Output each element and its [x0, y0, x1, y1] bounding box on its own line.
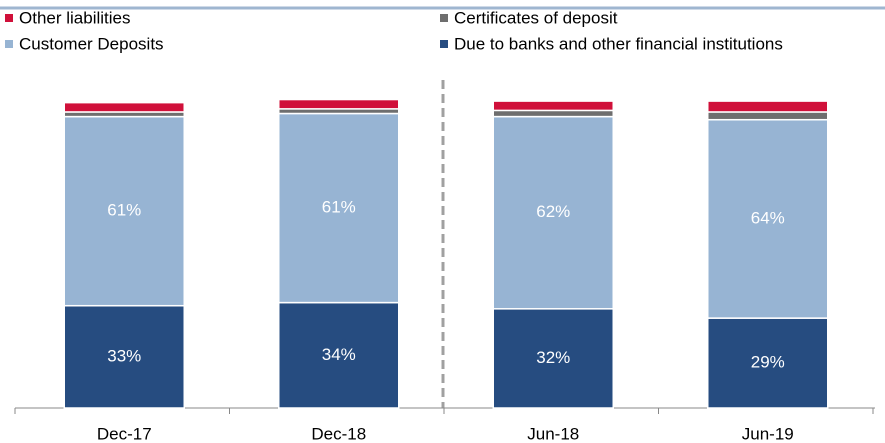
legend-label: Certificates of deposit [454, 8, 618, 27]
bar-segment [278, 301, 400, 409]
data-label: 64% [751, 208, 785, 227]
legend-label: Other liabilities [19, 8, 131, 27]
data-label: 34% [322, 345, 356, 364]
data-label: 61% [322, 198, 356, 217]
x-tick-label: Jun-19 [742, 424, 794, 443]
legend-label: Due to banks and other financial institu… [454, 34, 783, 53]
legend-swatch [440, 14, 448, 22]
x-tick-label: Dec-17 [97, 424, 152, 443]
bar-segment [492, 109, 614, 118]
bar-segment [707, 100, 829, 113]
x-tick-label: Dec-18 [311, 424, 366, 443]
data-label: 32% [536, 348, 570, 367]
bar-segment [278, 112, 400, 304]
bar-segment [707, 111, 829, 121]
bar-segment [492, 100, 614, 112]
bar-segment [492, 308, 614, 409]
bar-segment [492, 115, 614, 310]
legend-swatch [440, 40, 448, 48]
bar-segment [707, 317, 829, 409]
bar-segment [63, 115, 185, 307]
bar-segment [278, 98, 400, 110]
legend-label: Customer Deposits [19, 34, 164, 53]
legend-swatch [5, 14, 13, 22]
legend-swatch [5, 40, 13, 48]
data-label: 61% [107, 201, 141, 220]
x-tick-label: Jun-18 [527, 424, 579, 443]
bar-segment [63, 101, 185, 113]
data-label: 29% [751, 353, 785, 372]
data-label: 62% [536, 202, 570, 221]
data-label: 33% [107, 346, 141, 365]
